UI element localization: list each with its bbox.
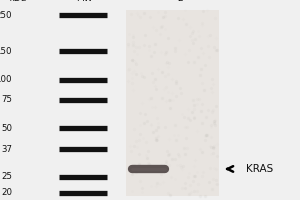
Text: 100: 100 bbox=[0, 75, 12, 84]
Text: 250: 250 bbox=[0, 11, 12, 20]
Text: MW: MW bbox=[76, 0, 92, 3]
Text: 20: 20 bbox=[1, 188, 12, 197]
Text: kDa: kDa bbox=[9, 0, 27, 3]
Text: 2: 2 bbox=[177, 0, 183, 3]
Text: 37: 37 bbox=[1, 145, 12, 154]
Text: 25: 25 bbox=[1, 172, 12, 181]
Text: 50: 50 bbox=[1, 124, 12, 133]
Bar bbox=[126, 10, 219, 196]
Text: 75: 75 bbox=[1, 95, 12, 104]
Text: 150: 150 bbox=[0, 47, 12, 56]
Text: KRAS: KRAS bbox=[246, 164, 273, 174]
